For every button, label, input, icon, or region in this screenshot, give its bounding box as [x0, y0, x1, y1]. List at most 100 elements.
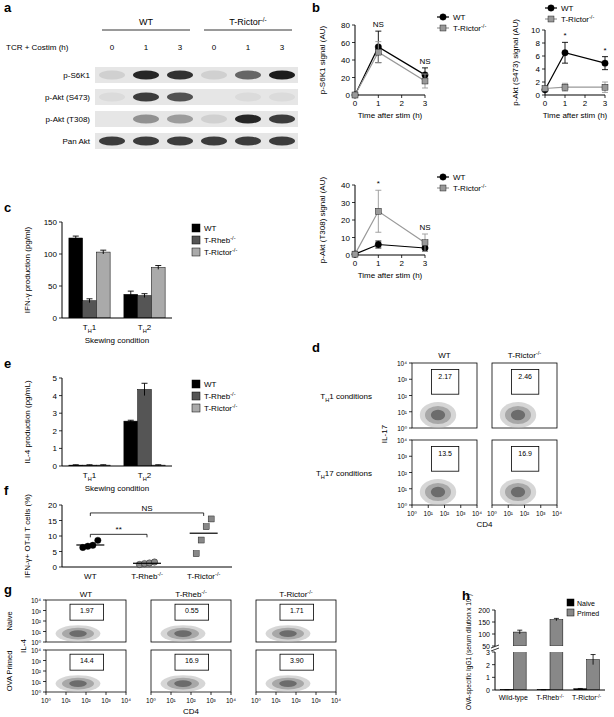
- x-tick: [296, 692, 297, 695]
- flow-plot: 13.510⁰10¹10²10³10⁴10⁰10¹10²10³10⁴: [397, 437, 482, 517]
- y-tick-label: 8: [536, 39, 541, 48]
- text-part: 2: [147, 323, 152, 332]
- bar: [96, 252, 110, 318]
- x-tick-label: 10⁴: [331, 697, 341, 704]
- band: [99, 115, 125, 124]
- row-label: TH17 conditions: [316, 469, 372, 480]
- y-axis: [495, 610, 496, 646]
- gate-percent: 13.5: [438, 450, 452, 457]
- legend-swatch: [192, 380, 200, 388]
- x-tick: [191, 692, 192, 695]
- group-header: T-Rictor-/-: [229, 16, 266, 28]
- dot-chart: 05101520WTT-Rheb-/-T-Rictor-/-IFN-γ+ OT-…: [23, 494, 232, 581]
- flow-plot: 3.9010⁰10¹10²10³10⁴: [251, 650, 341, 704]
- bar: [151, 267, 165, 318]
- event-density: [161, 675, 206, 692]
- y-axis-title: p-S6K1 signal (AU): [318, 25, 327, 94]
- bar: [138, 296, 152, 318]
- event-density: [511, 487, 525, 497]
- text-part: -/-: [230, 391, 235, 397]
- annotation: *: [377, 179, 380, 188]
- data-point: [562, 50, 568, 56]
- y-tick-label: 10¹: [398, 486, 408, 493]
- legend-marker: [548, 16, 554, 22]
- band: [201, 115, 227, 124]
- y-tick: [43, 631, 46, 632]
- error-bar: [73, 236, 79, 240]
- y-tick-label: 10⁴: [31, 647, 41, 654]
- event-density: [500, 402, 536, 428]
- y-tick: [492, 677, 495, 678]
- row-label: Pan Akt: [62, 137, 90, 146]
- error-bar: [602, 82, 608, 92]
- x-tick-label: 10⁰: [41, 697, 51, 704]
- y-tick-label: 10⁰: [31, 639, 41, 646]
- text-part: -/-: [157, 571, 162, 577]
- y-tick: [542, 95, 545, 96]
- mean-line: [133, 563, 161, 564]
- band: [269, 93, 295, 102]
- annotation: NS: [373, 20, 384, 29]
- y-tick: [409, 363, 412, 364]
- annotation: **: [116, 525, 122, 534]
- plot-frame: [46, 650, 126, 692]
- plot-frame: [151, 650, 231, 692]
- x-tick: [106, 692, 107, 695]
- x-tick-label: 3: [423, 99, 428, 108]
- x-tick: [585, 95, 586, 98]
- gate-percent: 1.71: [290, 607, 304, 614]
- plot-segment: [501, 652, 600, 690]
- text-part: T-Rheb: [536, 694, 559, 701]
- y-tick: [59, 286, 62, 287]
- plot-area: [352, 190, 428, 257]
- legend-marker: [440, 174, 446, 180]
- event-density: [431, 410, 445, 420]
- y-tick: [409, 395, 412, 396]
- legend-label: Naive: [577, 600, 595, 607]
- y-axis-title: IL-4 production (pg/mL): [23, 380, 32, 463]
- event-density: [272, 678, 304, 690]
- text-part: -/-: [230, 235, 235, 241]
- data-point: [352, 251, 358, 257]
- event-density: [511, 410, 525, 420]
- y-tick: [43, 671, 46, 672]
- x-tick-label: 1: [376, 259, 381, 268]
- annotation: NS: [419, 223, 430, 232]
- gate-percent: 16.9: [518, 450, 532, 457]
- y-tick-label: 50: [48, 282, 57, 291]
- event-density: [167, 678, 199, 690]
- band: [133, 137, 159, 146]
- bar: [83, 301, 97, 318]
- y-tick-label: 5: [53, 548, 58, 557]
- series-line: [355, 245, 425, 255]
- y-tick: [59, 378, 62, 379]
- data-point: [375, 49, 381, 55]
- y-tick-label: 0: [53, 314, 58, 323]
- x-tick: [605, 95, 606, 98]
- flow-plot: 16.910⁰10¹10²10³10⁴: [487, 440, 562, 517]
- bar: [124, 294, 138, 318]
- y-tick-label: 3: [53, 409, 58, 418]
- x-tick: [412, 505, 413, 508]
- y-tick-label: 10⁴: [31, 597, 41, 604]
- data-point: [203, 524, 209, 530]
- x-axis: [355, 95, 425, 96]
- error-bar: [517, 630, 522, 634]
- gate: [280, 654, 314, 670]
- x-tick-label: 2: [583, 99, 588, 108]
- y-axis-title: p-Akt (S473) signal (AU): [511, 19, 520, 106]
- y-tick-label: 0: [346, 91, 351, 100]
- x-tick-label: 2: [399, 259, 404, 268]
- gate: [280, 604, 314, 620]
- data-point: [352, 92, 358, 98]
- x-tick-label: T-Rictor-/-: [187, 571, 220, 581]
- x-tick-label: 3: [423, 259, 428, 268]
- text-part: -/-: [307, 589, 312, 595]
- y-tick-label: 2: [486, 662, 490, 669]
- x-tick-label: 10³: [536, 510, 546, 517]
- y-tick: [59, 536, 62, 537]
- y-tick-label: 10⁰: [31, 689, 41, 696]
- x-axis: [62, 318, 172, 319]
- plot-frame: [412, 440, 477, 505]
- y-tick: [409, 440, 412, 441]
